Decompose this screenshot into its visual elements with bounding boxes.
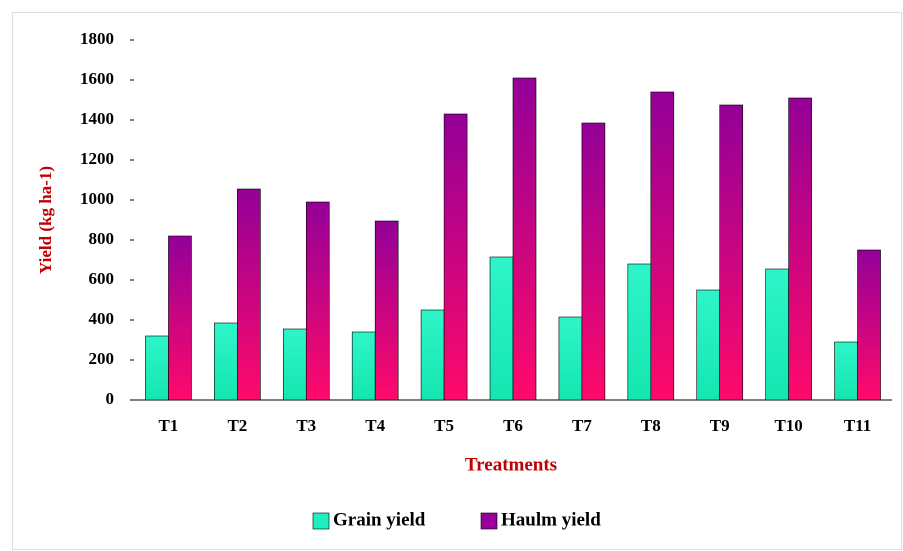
y-tick-label: 800 [89,229,115,248]
bar [765,268,789,401]
x-tick-label: T8 [641,416,661,435]
bar [581,122,606,401]
y-tick-label: 1000 [80,189,114,208]
y-tick-label: 600 [89,269,115,288]
x-axis-label: Treatments [465,454,557,475]
x-tick-label: T10 [774,416,802,435]
x-tick-label: T5 [434,416,454,435]
bar [420,309,445,401]
bar [168,235,192,401]
bar [834,341,858,401]
x-tick-label: T2 [227,416,247,435]
legend-swatch [480,512,498,530]
x-tick-label: T9 [710,416,730,435]
legend-swatch [312,512,330,530]
bar [696,289,721,401]
bar [145,335,169,401]
x-tick-label: T3 [296,416,316,435]
x-tick-label: T6 [503,416,523,435]
bar [374,220,399,401]
x-tick-label: T11 [844,416,871,435]
bar [214,322,238,401]
y-tick-label: 1800 [80,29,114,48]
bar [443,113,468,401]
y-tick-label: 1600 [80,69,114,88]
frame [12,12,902,550]
legend-label: Grain yield [333,509,426,530]
x-tick-label: T1 [159,416,179,435]
bar [237,188,261,401]
bar [512,77,537,401]
bar [489,256,514,401]
bar [857,249,881,401]
bar [282,328,307,401]
y-axis-label: Yield (kg ha-1) [36,166,55,274]
x-tick-label: T4 [365,416,385,435]
bar [558,316,583,401]
bar [351,331,376,401]
y-tick-label: 200 [89,349,115,368]
bar [650,91,675,401]
y-tick-label: 0 [106,389,115,408]
legend-label: Haulm yield [501,509,601,530]
bar [305,201,330,401]
bar [627,263,652,401]
y-tick-label: 1400 [80,109,114,128]
y-tick-label: 1200 [80,149,114,168]
x-tick-label: T7 [572,416,592,435]
y-tick-label: 400 [89,309,115,328]
bar [719,104,744,401]
bar [788,97,812,401]
